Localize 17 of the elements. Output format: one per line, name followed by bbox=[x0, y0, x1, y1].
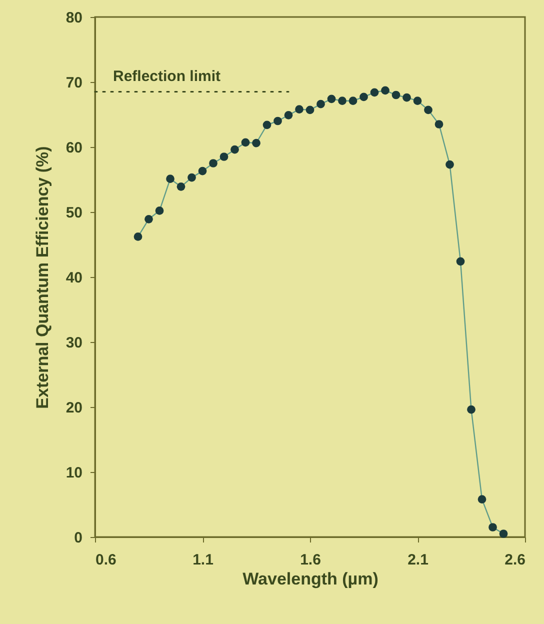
y-tick-label: 80 bbox=[66, 10, 82, 26]
y-axis-title: External Quantum Efficiency (%) bbox=[32, 146, 52, 409]
y-tick-label: 60 bbox=[66, 140, 82, 156]
y-tick-label: 40 bbox=[66, 270, 82, 286]
y-tick-label: 50 bbox=[66, 204, 82, 222]
y-tick-label: 20 bbox=[66, 400, 82, 416]
series-label: Reflection limit bbox=[113, 68, 221, 85]
x-axis-title: Wavelength (µm) bbox=[242, 570, 378, 588]
x-tick-label: 2.1 bbox=[408, 552, 428, 568]
x-tick-label: 2.6 bbox=[504, 552, 526, 568]
y-tick-label: 30 bbox=[66, 334, 82, 352]
x-tick-label: 1.1 bbox=[192, 552, 214, 568]
y-tick-label: 0 bbox=[74, 530, 82, 546]
y-tick-label: 10 bbox=[66, 464, 82, 482]
x-tick-label: 1.6 bbox=[300, 552, 321, 568]
x-tick-label: 0.6 bbox=[96, 552, 116, 568]
y-tick-label: 70 bbox=[66, 74, 82, 92]
